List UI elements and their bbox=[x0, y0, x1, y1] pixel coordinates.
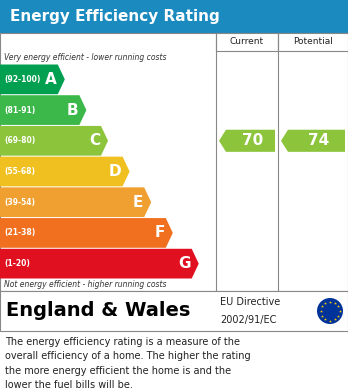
Bar bbox=[0, 33, 348, 291]
Text: Current: Current bbox=[230, 38, 264, 47]
Polygon shape bbox=[0, 187, 151, 217]
Polygon shape bbox=[0, 95, 86, 125]
Text: 2002/91/EC: 2002/91/EC bbox=[220, 315, 276, 325]
Text: 70: 70 bbox=[242, 133, 263, 148]
Text: EU Directive: EU Directive bbox=[220, 297, 280, 307]
Text: Not energy efficient - higher running costs: Not energy efficient - higher running co… bbox=[4, 280, 166, 289]
Bar bbox=[0, 291, 348, 331]
Text: B: B bbox=[67, 102, 78, 118]
Text: (21-38): (21-38) bbox=[4, 228, 35, 237]
Text: (69-80): (69-80) bbox=[4, 136, 35, 145]
Text: Potential: Potential bbox=[293, 38, 333, 47]
Bar bbox=[0, 0, 348, 33]
Text: England & Wales: England & Wales bbox=[6, 301, 190, 321]
Circle shape bbox=[317, 298, 343, 324]
Text: C: C bbox=[89, 133, 100, 148]
Text: The energy efficiency rating is a measure of the
overall efficiency of a home. T: The energy efficiency rating is a measur… bbox=[5, 337, 251, 390]
Text: E: E bbox=[133, 195, 143, 210]
Text: (1-20): (1-20) bbox=[4, 259, 30, 268]
Polygon shape bbox=[281, 130, 345, 152]
Text: Energy Efficiency Rating: Energy Efficiency Rating bbox=[10, 9, 220, 24]
Text: A: A bbox=[45, 72, 57, 87]
Text: (39-54): (39-54) bbox=[4, 198, 35, 207]
Polygon shape bbox=[0, 126, 108, 156]
Polygon shape bbox=[0, 65, 65, 94]
Polygon shape bbox=[0, 218, 173, 248]
Bar bbox=[216, 33, 278, 51]
Polygon shape bbox=[0, 249, 199, 278]
Text: (55-68): (55-68) bbox=[4, 167, 35, 176]
Text: (92-100): (92-100) bbox=[4, 75, 40, 84]
Text: Very energy efficient - lower running costs: Very energy efficient - lower running co… bbox=[4, 53, 166, 62]
Bar bbox=[278, 33, 348, 51]
Text: 74: 74 bbox=[308, 133, 329, 148]
Text: F: F bbox=[155, 226, 165, 240]
Text: D: D bbox=[109, 164, 121, 179]
Polygon shape bbox=[219, 130, 275, 152]
Text: G: G bbox=[178, 256, 191, 271]
Text: (81-91): (81-91) bbox=[4, 106, 35, 115]
Polygon shape bbox=[0, 157, 129, 187]
